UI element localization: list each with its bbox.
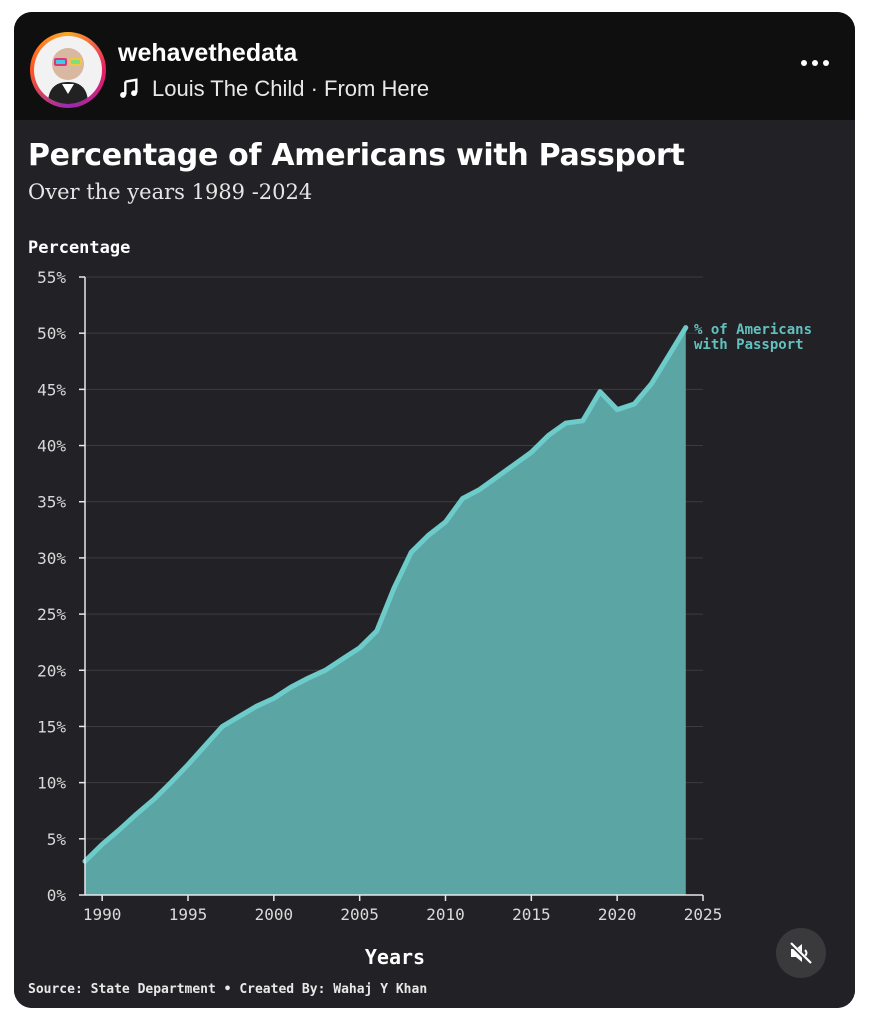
y-tick-label: 25% [37,605,66,624]
y-axis-title: Percentage [28,238,130,258]
y-tick-label: 40% [37,437,66,456]
post-card: wehavethedata Louis The Child · From Her… [14,12,855,1008]
x-tick-label: 2005 [340,905,379,924]
series-line [82,325,689,864]
x-tick-label: 2025 [684,905,723,924]
area-chart: 0%5%10%15%20%25%30%35%40%45%50%55% 1990 1… [28,238,812,969]
y-tick-label: 15% [37,717,66,736]
avatar[interactable] [30,32,106,108]
avatar-image [34,36,102,104]
speaker-muted-icon [788,941,812,965]
y-tick-label: 55% [37,268,66,287]
x-tick-label: 2010 [426,905,465,924]
y-tick-label: 10% [37,774,66,793]
x-axis-title: Years [365,945,425,969]
chart-panel: 0% 5% 10% 15% 20% 25% 30% 35% 40% 45% 50% 55% 1990 1… [14,120,855,1008]
y-tick-label: 30% [37,549,66,568]
y-tick-labels: 0% 5% 10% 15% 20% 25% 30% 35% 40% 45% 50% 55% [37,268,66,905]
series-label-line2: with Passport [694,337,804,353]
axes [79,276,704,901]
y-tick-label: 45% [37,380,66,399]
x-tick-label: 2000 [255,905,294,924]
x-tick-label: 1990 [83,905,122,924]
y-tick-label: 35% [37,493,66,512]
post-header: wehavethedata Louis The Child · From Her… [14,12,855,120]
x-tick-label: 2020 [598,905,637,924]
y-tick-label: 0% [47,886,67,905]
y-tick-label: 20% [37,661,66,680]
music-text: Louis The Child · From Here [152,76,430,101]
mute-button[interactable] [776,928,826,978]
x-tick-label: 1995 [169,905,208,924]
source-credit: Source: State Department • Created By: W… [28,982,428,997]
x-tick-label: 2015 [512,905,551,924]
music-note-icon [120,78,138,98]
music-attribution[interactable]: Louis The Child · From Here [118,76,429,102]
chart-title: Percentage of Americans with Passport [28,138,685,173]
x-tick-labels: 1990 1995 2000 2005 2010 2015 2020 2025 [83,905,722,924]
chart-subtitle: Over the years 1989 -2024 [28,180,313,204]
more-horizontal-icon[interactable] [801,60,829,66]
username[interactable]: wehavethedata [118,39,298,67]
y-tick-label: 5% [47,830,67,849]
series-label-line1: % of Americans [694,322,812,338]
y-tick-label: 50% [37,324,66,343]
